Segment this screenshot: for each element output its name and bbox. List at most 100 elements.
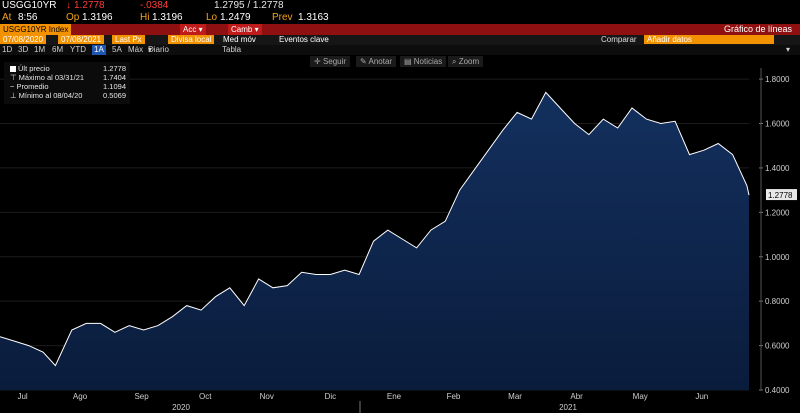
- y-tick-label: 0.6000: [765, 342, 790, 351]
- prev-value: 1.3163: [298, 12, 329, 23]
- x-tick-label: Ago: [73, 392, 88, 401]
- low-value: 1.2479: [220, 12, 251, 23]
- frequency-label: Diario: [148, 45, 169, 54]
- annotate-button[interactable]: ✎ Anotar: [356, 56, 397, 67]
- ticker[interactable]: USGG10YR: [2, 0, 57, 11]
- legend-last-price: Últ precio 1.2778: [10, 64, 128, 73]
- last-value-badge: [766, 189, 797, 201]
- open-value: 1.3196: [82, 12, 113, 23]
- x-tick-label: Mar: [508, 392, 522, 401]
- function-bar: USGG10YR Index Acc ▾ Camb ▾ Gráfico de l…: [0, 24, 800, 35]
- x-tick-label: Dic: [325, 392, 337, 401]
- time-value: 8:56: [18, 12, 38, 23]
- index-tag[interactable]: USGG10YR Index: [0, 24, 72, 35]
- period-3d[interactable]: 3D: [18, 45, 29, 54]
- x-tick-label: Ene: [387, 392, 402, 401]
- y-tick-label: 1.6000: [765, 120, 790, 129]
- legend-value: 0.5069: [103, 91, 126, 100]
- period-1m[interactable]: 1M: [34, 45, 46, 54]
- legend-label: Últ precio: [18, 64, 50, 73]
- bid-ask: 1.2795 / 1.2778: [214, 0, 284, 11]
- period-1d[interactable]: 1D: [2, 45, 13, 54]
- compare-input[interactable]: Añadir datos: [644, 35, 774, 44]
- legend-average: − Promedio 1.1094: [10, 82, 128, 91]
- chart-toolbar: ✛ Seguir ✎ Anotar ▤ Noticias ⌕ Zoom: [0, 56, 800, 68]
- quote-line-1: USGG10YR ↓ 1.2778 -.0384 1.2795 / 1.2778: [0, 0, 800, 12]
- follow-label: Seguir: [322, 57, 347, 66]
- min-marker-icon: ⊥: [10, 91, 19, 100]
- low-label: Lo: [206, 12, 218, 23]
- legend-label: Máximo al 03/31/21: [18, 73, 85, 82]
- open-label: Op: [66, 12, 80, 23]
- legend-value: 1.7404: [103, 73, 126, 82]
- x-tick-label: Oct: [199, 392, 212, 401]
- annotate-label: Anotar: [368, 57, 393, 66]
- legend-min: ⊥ Mínimo al 08/04/20 0.5069: [10, 91, 128, 100]
- year-label: 2020: [172, 403, 190, 412]
- yield-area-fill: [0, 92, 749, 391]
- y-tick-label: 1.2000: [765, 208, 790, 217]
- year-label: 2021: [559, 403, 577, 412]
- max-marker-icon: ⊤: [10, 73, 19, 82]
- acc-label: Acc: [183, 25, 197, 34]
- magnifier-icon: ⌕: [452, 57, 459, 66]
- last-price: 1.2778: [74, 0, 105, 11]
- follow-button[interactable]: ✛ Seguir: [310, 56, 351, 67]
- end-date-field[interactable]: 07/08/2021: [58, 35, 105, 44]
- time-label: At: [2, 12, 12, 23]
- price-field-select[interactable]: Last Px: [112, 35, 145, 44]
- x-tick-label: Feb: [447, 392, 461, 401]
- x-tick-label: Jul: [17, 392, 27, 401]
- prev-label: Prev: [272, 12, 293, 23]
- white-swatch-icon: [10, 66, 16, 73]
- period-5a[interactable]: 5A: [112, 45, 122, 54]
- frequency-select[interactable]: Diario ▾: [148, 45, 169, 54]
- acc-menu[interactable]: Acc ▾: [180, 24, 206, 35]
- currency-select[interactable]: Divisa local: [168, 35, 215, 44]
- key-events-toggle[interactable]: Eventos clave: [279, 35, 329, 44]
- moving-average-toggle[interactable]: Med móv: [223, 35, 256, 44]
- table-button[interactable]: Tabla: [222, 45, 242, 54]
- news-icon: ▤: [404, 57, 414, 66]
- chevron-down-icon[interactable]: ▾: [786, 45, 791, 54]
- chart-legend: Últ precio 1.2778 ⊤ Máximo al 03/31/21 1…: [4, 62, 130, 104]
- period-ytd[interactable]: YTD: [70, 45, 86, 54]
- x-tick-label: Abr: [570, 392, 583, 401]
- crosshair-icon: ✛: [314, 57, 323, 66]
- pencil-icon: ✎: [360, 57, 369, 66]
- y-tick-label: 0.4000: [765, 386, 790, 395]
- x-tick-label: Sep: [134, 392, 149, 401]
- x-tick-label: Jun: [695, 392, 708, 401]
- last-value-label: 1.2778: [768, 191, 793, 200]
- high-value: 1.3196: [152, 12, 183, 23]
- average-marker-icon: −: [10, 82, 17, 91]
- news-label: Noticias: [413, 57, 443, 66]
- legend-label: Promedio: [16, 82, 49, 91]
- news-button[interactable]: ▤ Noticias: [400, 56, 447, 67]
- period-bar: 1D 3D 1M 6M YTD 1A 5A Máx Diario ▾ Tabla…: [0, 45, 800, 55]
- camb-label: Camb: [231, 25, 253, 34]
- price-change: -.0384: [140, 0, 169, 11]
- legend-value: 1.1094: [103, 82, 126, 91]
- legend-label: Mínimo al 08/04/20: [18, 91, 83, 100]
- yield-line: [0, 91, 750, 367]
- x-tick-label: Nov: [260, 392, 274, 401]
- down-arrow-icon: ↓: [66, 0, 71, 11]
- y-tick-label: 1.8000: [765, 75, 790, 84]
- y-tick-label: 1.4000: [765, 164, 790, 173]
- y-tick-label: 0.8000: [765, 297, 790, 306]
- zoom-button[interactable]: ⌕ Zoom: [448, 56, 484, 67]
- period-6m[interactable]: 6M: [52, 45, 64, 54]
- chart-window-title: Gráfico de líneas: [723, 24, 792, 34]
- y-tick-label: 1.0000: [765, 253, 790, 262]
- legend-value: 1.2778: [103, 64, 126, 73]
- legend-max: ⊤ Máximo al 03/31/21 1.7404: [10, 73, 128, 82]
- compare-label: Comparar: [601, 35, 637, 44]
- start-date-field[interactable]: 07/08/2020: [0, 35, 47, 44]
- period-max[interactable]: Máx: [128, 45, 144, 54]
- zoom-label: Zoom: [458, 57, 480, 66]
- x-tick-label: May: [633, 392, 648, 401]
- high-label: Hi: [140, 12, 150, 23]
- camb-menu[interactable]: Camb ▾: [228, 24, 262, 35]
- period-1a-selected[interactable]: 1A: [92, 45, 106, 55]
